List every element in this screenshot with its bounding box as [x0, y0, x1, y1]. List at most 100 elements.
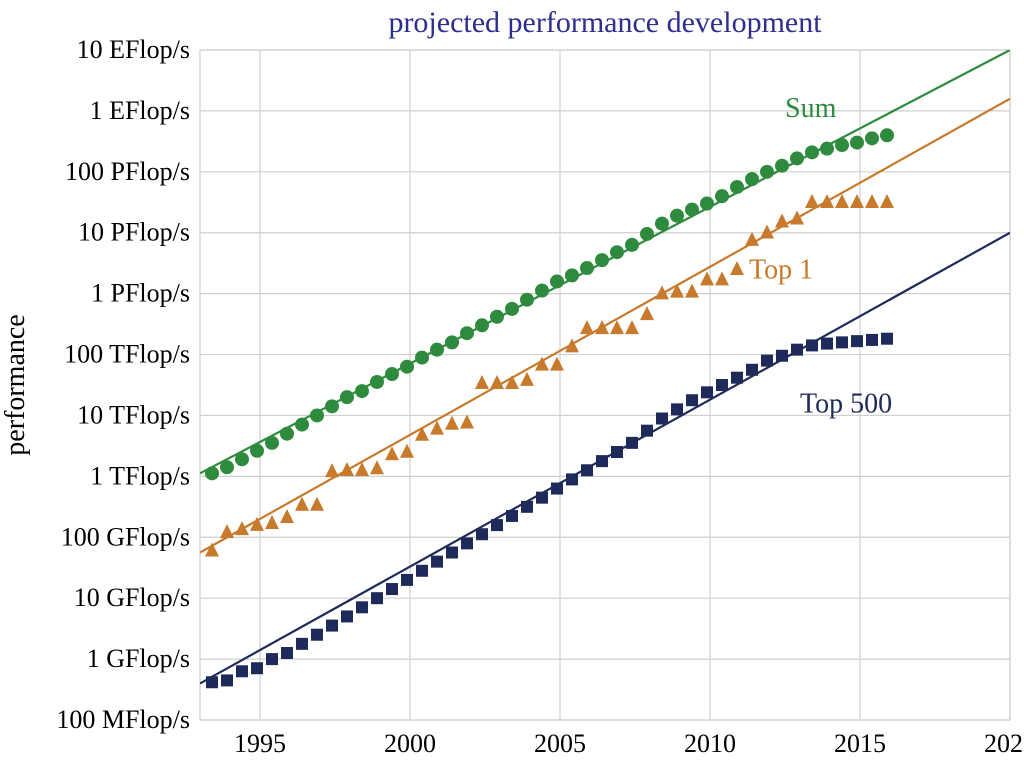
marker-top500 — [536, 492, 548, 504]
marker-sum — [880, 128, 894, 142]
marker-sum — [310, 408, 324, 422]
series-label-sum: Sum — [785, 93, 837, 124]
marker-top500 — [686, 394, 698, 406]
marker-sum — [400, 360, 414, 374]
marker-top500 — [701, 386, 713, 398]
marker-sum — [655, 217, 669, 231]
marker-sum — [370, 375, 384, 389]
marker-sum — [745, 172, 759, 186]
marker-sum — [265, 436, 279, 450]
marker-sum — [475, 318, 489, 332]
y-tick-label: 100 MFlop/s — [56, 705, 190, 734]
series-label-top500: Top 500 — [800, 388, 892, 419]
marker-top500 — [581, 464, 593, 476]
marker-top500 — [611, 446, 623, 458]
x-tick-label: 2000 — [384, 729, 436, 758]
y-tick-label: 10 PFlop/s — [78, 218, 190, 247]
marker-top500 — [806, 339, 818, 351]
x-tick-label: 2020 — [984, 729, 1024, 758]
marker-top500 — [506, 510, 518, 522]
marker-top500 — [566, 473, 578, 485]
x-tick-label: 1995 — [234, 729, 286, 758]
marker-top500 — [746, 364, 758, 376]
marker-sum — [520, 293, 534, 307]
marker-top500 — [791, 344, 803, 356]
marker-top500 — [626, 437, 638, 449]
marker-sum — [865, 131, 879, 145]
marker-top500 — [206, 676, 218, 688]
marker-sum — [505, 302, 519, 316]
marker-top500 — [821, 338, 833, 350]
y-tick-label: 10 TFlop/s — [77, 400, 190, 429]
y-tick-label: 1 PFlop/s — [91, 279, 190, 308]
marker-sum — [220, 460, 234, 474]
marker-sum — [685, 203, 699, 217]
marker-sum — [385, 367, 399, 381]
marker-sum — [640, 227, 654, 241]
marker-sum — [235, 452, 249, 466]
marker-top500 — [761, 355, 773, 367]
marker-sum — [595, 253, 609, 267]
marker-top500 — [251, 662, 263, 674]
marker-sum — [790, 151, 804, 165]
marker-top500 — [776, 350, 788, 362]
marker-top500 — [881, 333, 893, 345]
marker-top500 — [221, 674, 233, 686]
marker-sum — [565, 268, 579, 282]
y-tick-label: 10 GFlop/s — [74, 583, 190, 612]
y-tick-label: 100 PFlop/s — [65, 157, 190, 186]
marker-top500 — [416, 565, 428, 577]
marker-top500 — [296, 638, 308, 650]
series-label-top1: Top 1 — [749, 254, 813, 285]
x-tick-label: 2010 — [684, 729, 736, 758]
chart-container: projected performance development 100 MFl… — [0, 0, 1024, 776]
marker-top500 — [491, 519, 503, 531]
marker-top500 — [656, 413, 668, 425]
chart-title: projected performance development — [388, 6, 822, 39]
marker-top500 — [836, 336, 848, 348]
marker-sum — [445, 335, 459, 349]
marker-sum — [850, 136, 864, 150]
marker-sum — [835, 138, 849, 152]
marker-sum — [730, 180, 744, 194]
marker-sum — [460, 326, 474, 340]
marker-top500 — [446, 547, 458, 559]
marker-top500 — [461, 537, 473, 549]
marker-sum — [670, 209, 684, 223]
marker-top500 — [641, 425, 653, 437]
marker-sum — [760, 165, 774, 179]
marker-top500 — [266, 653, 278, 665]
marker-sum — [535, 284, 549, 298]
y-tick-label: 1 GFlop/s — [87, 644, 190, 673]
marker-sum — [775, 159, 789, 173]
y-tick-label: 100 GFlop/s — [61, 522, 190, 551]
marker-sum — [250, 444, 264, 458]
y-tick-label: 10 EFlop/s — [77, 35, 190, 64]
marker-top500 — [716, 379, 728, 391]
marker-top500 — [551, 483, 563, 495]
y-tick-label: 100 TFlop/s — [64, 340, 190, 369]
marker-sum — [490, 310, 504, 324]
marker-sum — [205, 466, 219, 480]
x-tick-label: 2015 — [834, 729, 886, 758]
marker-top500 — [476, 528, 488, 540]
marker-sum — [550, 274, 564, 288]
marker-top500 — [521, 501, 533, 513]
marker-sum — [580, 261, 594, 275]
marker-top500 — [326, 620, 338, 632]
y-tick-label: 1 EFlop/s — [90, 96, 190, 125]
marker-sum — [295, 418, 309, 432]
marker-sum — [430, 343, 444, 357]
marker-sum — [355, 384, 369, 398]
marker-sum — [700, 196, 714, 210]
marker-top500 — [596, 455, 608, 467]
marker-sum — [415, 351, 429, 365]
marker-sum — [820, 142, 834, 156]
y-tick-label: 1 TFlop/s — [90, 461, 190, 490]
marker-top500 — [236, 665, 248, 677]
marker-top500 — [386, 583, 398, 595]
marker-sum — [325, 399, 339, 413]
marker-sum — [340, 390, 354, 404]
marker-top500 — [311, 629, 323, 641]
marker-top500 — [866, 334, 878, 346]
